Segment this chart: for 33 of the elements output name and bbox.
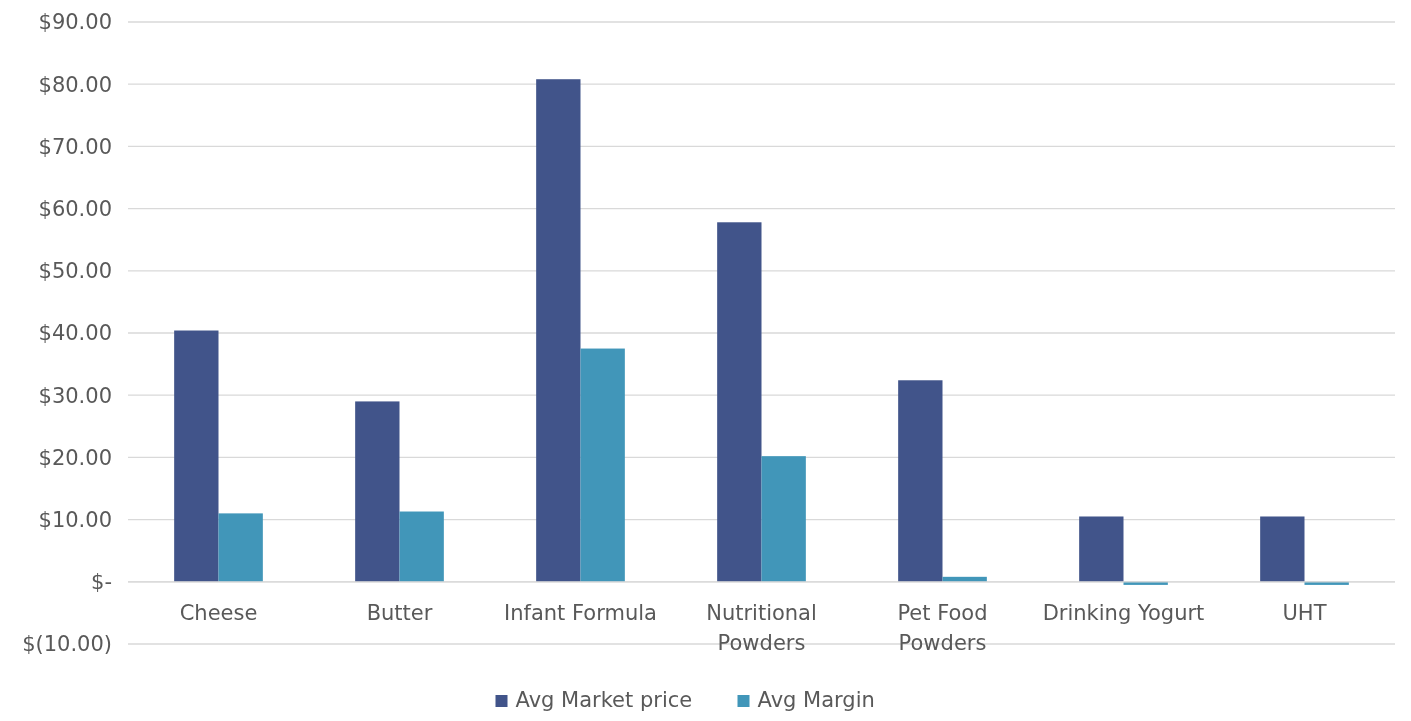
y-tick-label: $(10.00) [22, 632, 112, 657]
legend-label: Avg Margin [757, 688, 875, 712]
y-tick-label: $90.00 [38, 10, 112, 35]
y-tick-label: $30.00 [38, 383, 112, 408]
bar [761, 456, 806, 582]
x-tick-label: Drinking Yogurt [1042, 600, 1205, 625]
y-tick-label: $20.00 [38, 445, 112, 470]
bar [174, 330, 219, 582]
x-tick-label: Pet Food Powders [897, 600, 988, 655]
y-tick-label: $40.00 [38, 321, 112, 346]
bar [1079, 516, 1124, 582]
bar [1304, 581, 1349, 585]
x-tick-label: Butter [366, 600, 433, 625]
y-tick-label: $10.00 [38, 507, 112, 532]
x-tick-label: UHT [1282, 600, 1327, 625]
bar [536, 79, 581, 582]
y-tick-label: $50.00 [38, 259, 112, 284]
x-tick-label: Infant Formula [504, 600, 657, 625]
bar [218, 513, 263, 582]
x-tick-label: Cheese [179, 600, 258, 625]
bar [717, 222, 762, 582]
bar [355, 401, 400, 582]
bar [580, 348, 625, 582]
y-tick-label: $60.00 [38, 196, 112, 221]
bar [898, 380, 943, 582]
y-tick-label: $80.00 [38, 72, 112, 97]
x-tick-label: Nutritional Powders [706, 600, 817, 655]
y-tick-label: $70.00 [38, 134, 112, 159]
legend-label: Avg Market price [515, 688, 693, 712]
bar [1123, 581, 1168, 585]
bar [399, 511, 444, 582]
bar [1260, 516, 1305, 582]
y-tick-label: $- [91, 570, 112, 595]
